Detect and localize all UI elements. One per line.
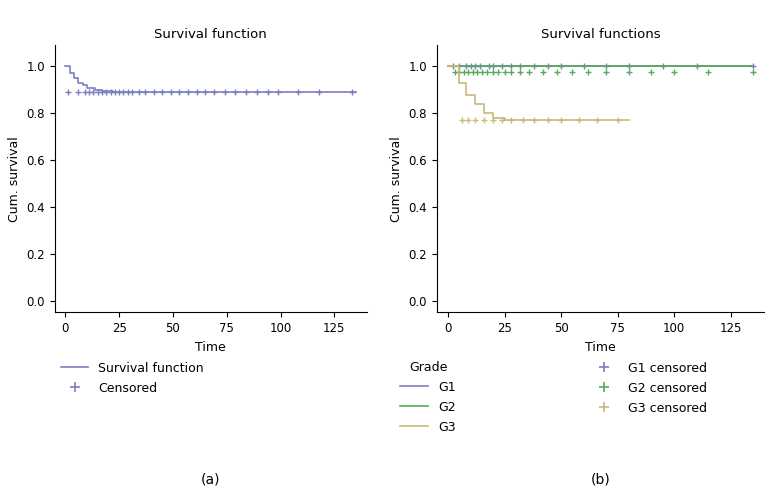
Legend: Survival function, Censored: Survival function, Censored [61,361,204,395]
Title: Survival functions: Survival functions [541,28,661,41]
X-axis label: Time: Time [585,341,616,354]
Text: (a): (a) [201,472,221,486]
Title: Survival function: Survival function [154,28,267,41]
Legend: G1 censored, G2 censored, G3 censored: G1 censored, G2 censored, G3 censored [590,361,707,415]
X-axis label: Time: Time [195,341,226,354]
Y-axis label: Cum. survival: Cum. survival [390,136,403,222]
Y-axis label: Cum. survival: Cum. survival [8,136,21,222]
Text: (b): (b) [590,472,611,486]
